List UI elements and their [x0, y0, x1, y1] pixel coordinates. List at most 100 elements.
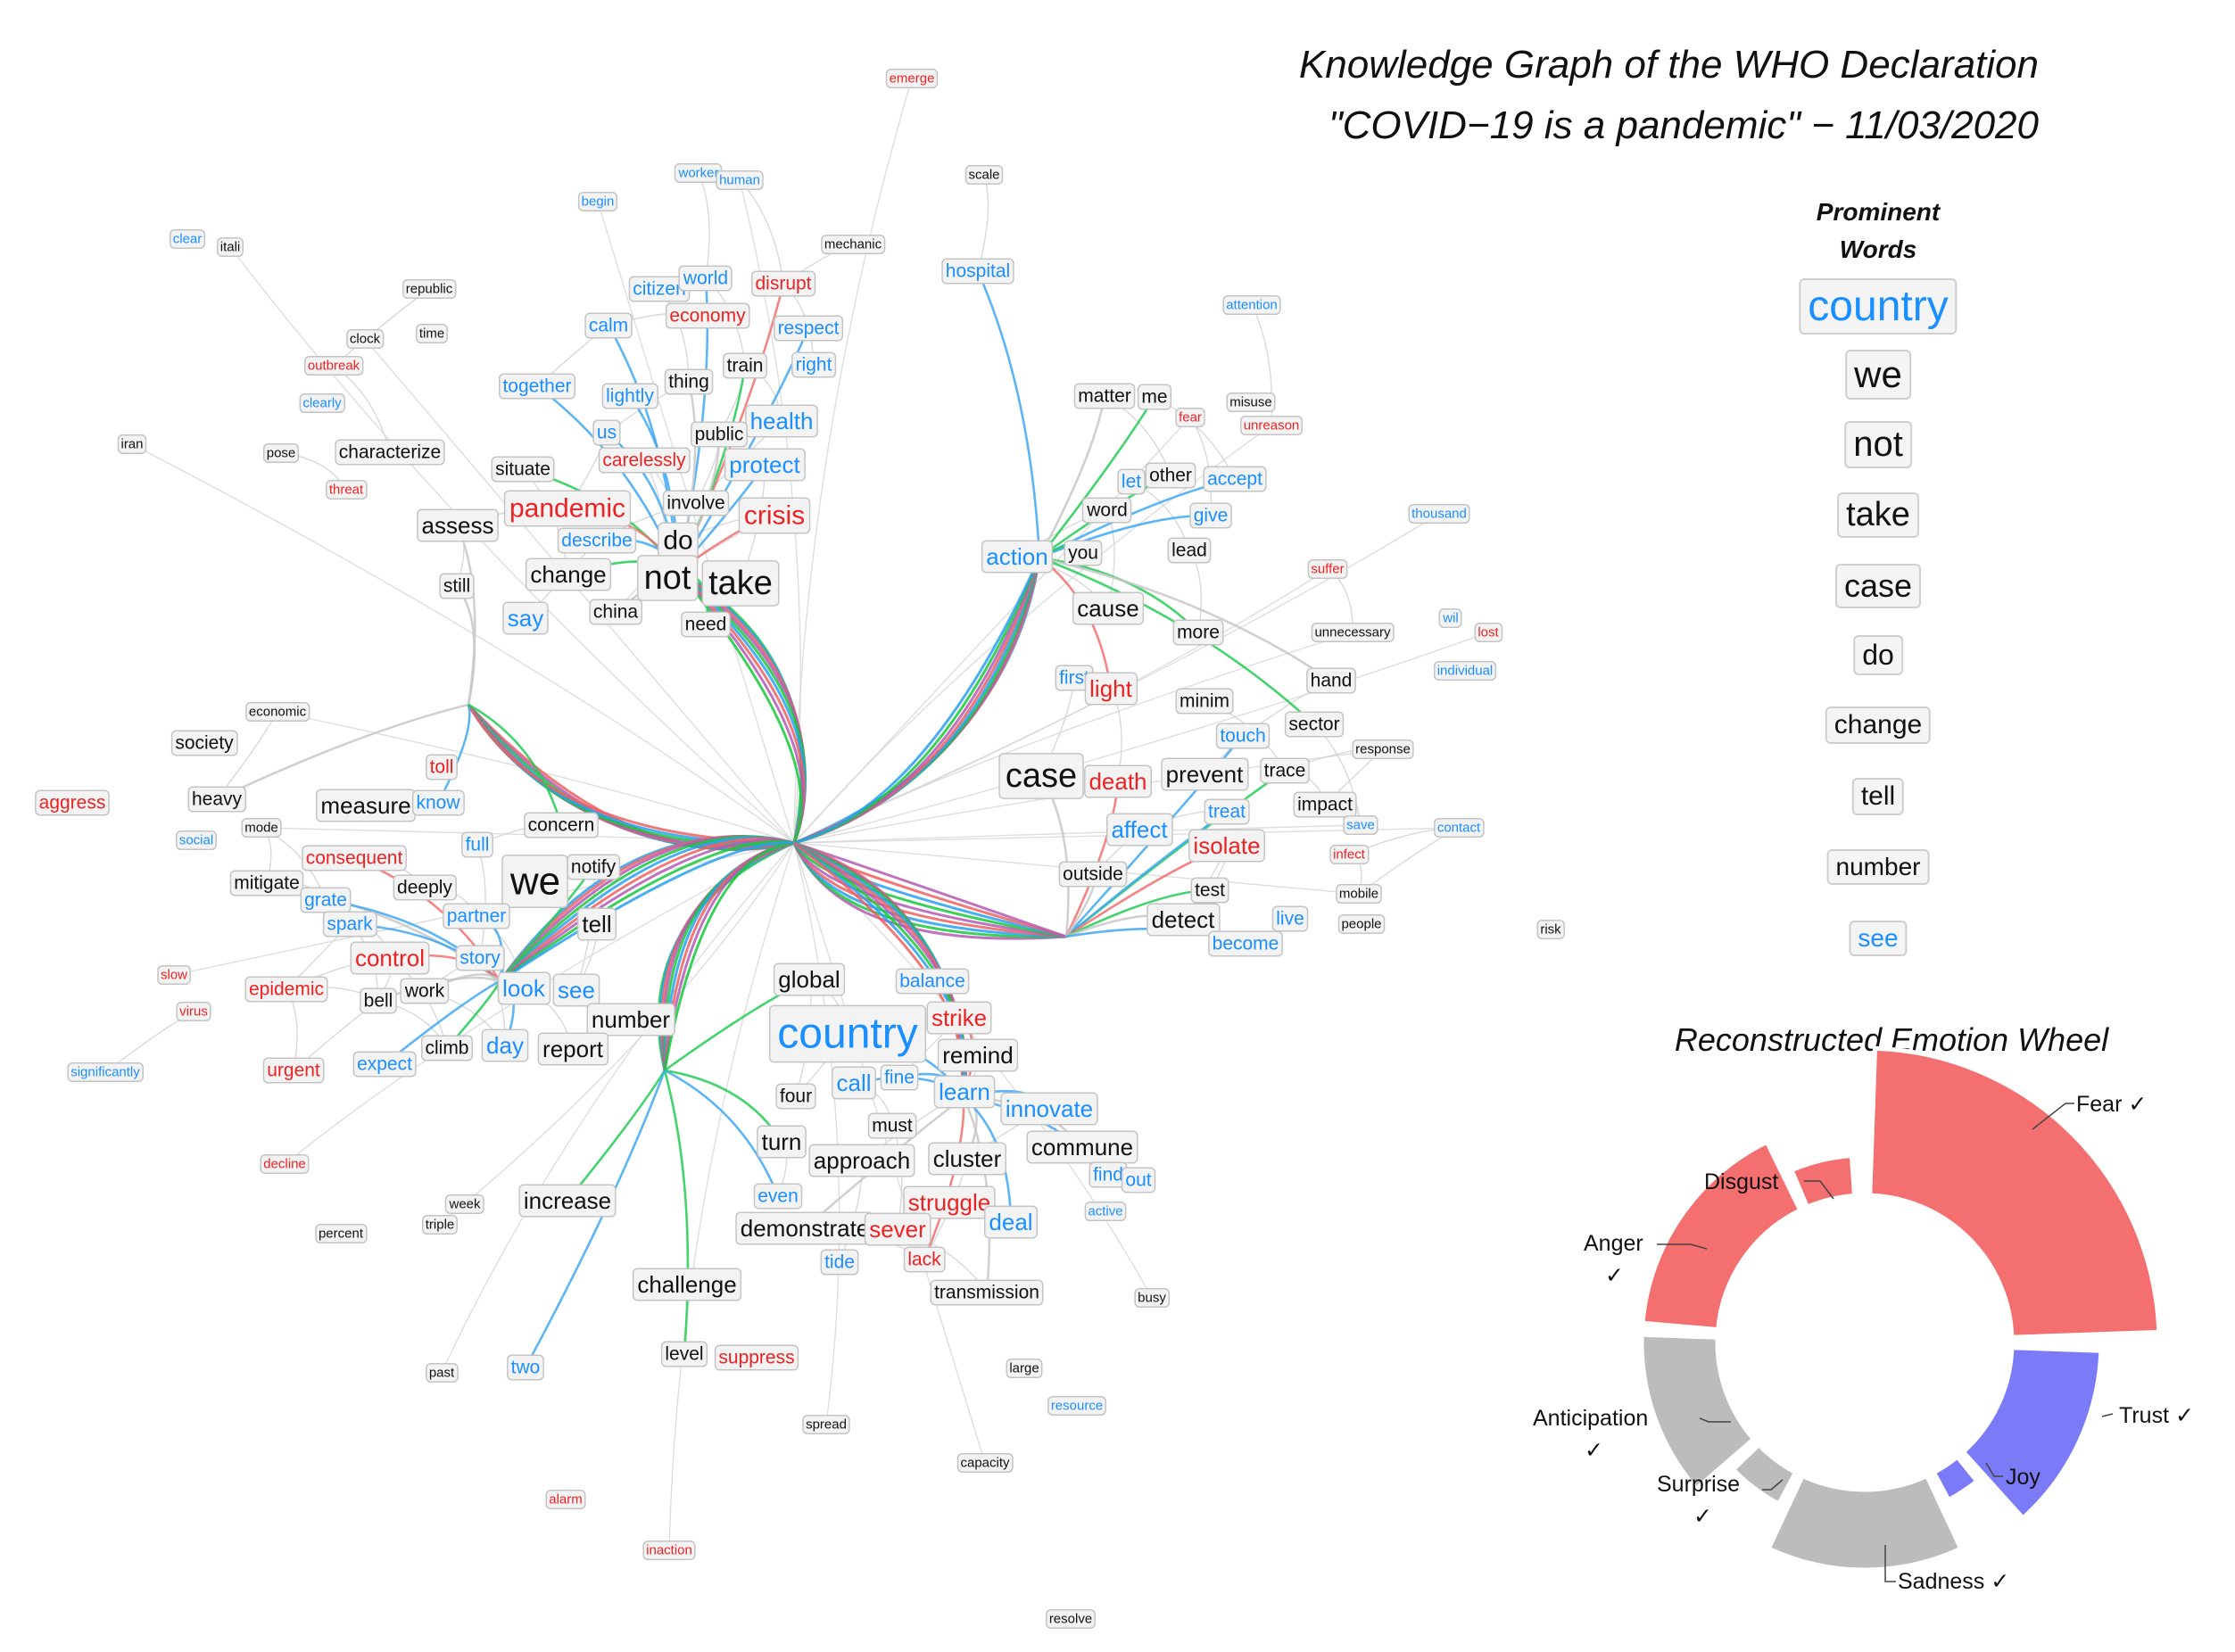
graph-node-urgent: urgent [262, 1057, 325, 1084]
graph-node-crisis: crisis [738, 497, 811, 534]
graph-node-label: iran [120, 437, 143, 452]
graph-node-label: day [486, 1032, 524, 1059]
graph-node-affect: affect [1106, 813, 1173, 847]
graph-node-carelessly: carelessly [598, 447, 691, 474]
graph-node-label: consequent [306, 848, 403, 869]
graph-node-misuse: misuse [1226, 392, 1276, 413]
graph-node-label: carelessly [602, 450, 686, 471]
graph-node-label: pose [267, 446, 296, 461]
graph-node-label: affect [1111, 816, 1168, 843]
graph-node-label: describe [561, 531, 632, 551]
graph-node-infect: infect [1329, 844, 1370, 865]
graph-node-label: remind [942, 1042, 1013, 1069]
graph-node-full: full [461, 831, 493, 858]
graph-node-label: social [179, 833, 213, 848]
graph-node-label: worker [677, 166, 718, 181]
graph-node-turn: turn [757, 1125, 807, 1159]
graph-node-china: china [589, 599, 642, 625]
graph-node-label: challenge [637, 1271, 736, 1298]
graph-node-detect: detect [1146, 903, 1221, 937]
graph-node-iran: iran [117, 434, 147, 455]
graph-node-label: deeply [397, 878, 452, 898]
graph-node-not: not [636, 555, 699, 601]
emotion-segment-surprise [1730, 1441, 1799, 1507]
graph-node-label: inaction [646, 1543, 692, 1558]
emotion-label-surprise: Surprise [1657, 1472, 1740, 1497]
graph-node-label: four [780, 1086, 812, 1107]
graph-node-threat: threat [326, 479, 368, 500]
graph-node-mobile: mobile [1336, 883, 1382, 904]
graph-node-treat: treat [1204, 798, 1250, 825]
graph-node-tide: tide [820, 1249, 859, 1276]
graph-node-strike: strike [926, 1001, 992, 1035]
graph-node-label: lack [907, 1250, 941, 1270]
graph-node-find: find [1089, 1161, 1128, 1188]
graph-node-innovate: innovate [1000, 1092, 1098, 1126]
graph-node-label: country [777, 1011, 917, 1058]
graph-node-case: case [998, 753, 1084, 799]
graph-node-label: mechanic [824, 237, 882, 252]
graph-node-characterize: characterize [335, 439, 445, 466]
graph-node-label: strike [931, 1004, 987, 1031]
graph-node-still: still [439, 573, 475, 599]
graph-node-word: word [1081, 497, 1132, 524]
graph-node-label: other [1149, 466, 1192, 486]
graph-node-even: even [753, 1183, 803, 1210]
graph-node-do: do [658, 522, 699, 559]
graph-node-lost: lost [1474, 622, 1503, 643]
graph-node-label: past [429, 1366, 455, 1381]
graph-node-day: day [481, 1028, 529, 1062]
graph-node-challenge: challenge [632, 1268, 742, 1301]
graph-node-mitigate: mitigate [229, 870, 304, 896]
graph-node-emerge: emerge [885, 68, 939, 89]
prominent-word-not: not [1844, 421, 1912, 468]
graph-node-label: wil [1442, 611, 1459, 626]
graph-node-clear: clear [169, 228, 206, 250]
graph-node-cause: cause [1072, 591, 1145, 625]
graph-node-label: minim [1180, 691, 1229, 712]
graph-node-label: us [597, 423, 617, 443]
graph-node-label: light [1089, 675, 1132, 702]
graph-node-label: tide [824, 1252, 855, 1273]
graph-node-label: concern [528, 815, 595, 836]
graph-node-label: fear [1179, 410, 1202, 425]
graph-node-label: decline [263, 1157, 306, 1172]
graph-node-must: must [867, 1112, 917, 1139]
graph-node-itali: itali [216, 236, 244, 258]
graph-node-label: percent [319, 1227, 364, 1242]
graph-node-clearly: clearly [299, 392, 345, 414]
graph-node-alarm: alarm [545, 1489, 586, 1510]
graph-node-increase: increase [518, 1184, 617, 1218]
graph-node-trace: trace [1260, 757, 1310, 784]
emotion-label-anger-check: ✓ [1605, 1263, 1624, 1288]
graph-node-label: turn [762, 1128, 802, 1155]
graph-node-label: lightly [606, 386, 654, 407]
graph-node-you: you [1064, 540, 1103, 566]
graph-node-label: first [1059, 668, 1089, 689]
graph-node-toll: toll [426, 754, 458, 781]
graph-node-percent: percent [315, 1223, 368, 1244]
graph-node-label: hand [1311, 671, 1353, 691]
prominent-word-take: take [1837, 492, 1919, 538]
graph-node-inaction: inaction [642, 1540, 696, 1561]
graph-node-label: lost [1478, 625, 1499, 640]
graph-node-number: number [586, 1003, 675, 1037]
graph-node-label: let [1122, 472, 1141, 492]
graph-node-label: even [757, 1186, 799, 1207]
figure-title-line1: Knowledge Graph of the WHO Declaration [1298, 43, 2039, 87]
graph-node-label: report [542, 1036, 604, 1062]
graph-node-label: aggress [39, 793, 106, 814]
graph-node-slow: slow [157, 964, 191, 986]
graph-node-label: right [796, 355, 832, 376]
graph-node-label: prevent [1166, 761, 1244, 788]
graph-node-label: suppress [718, 1348, 794, 1368]
graph-node-label: spark [327, 914, 373, 935]
graph-node-label: sever [869, 1216, 926, 1243]
graph-node-time: time [416, 323, 448, 344]
graph-node-label: human [719, 173, 760, 188]
graph-node-busy: busy [1134, 1287, 1171, 1309]
graph-node-label: partner [447, 906, 507, 927]
graph-node-label: do [663, 526, 692, 556]
graph-node-virus: virus [176, 1001, 211, 1022]
